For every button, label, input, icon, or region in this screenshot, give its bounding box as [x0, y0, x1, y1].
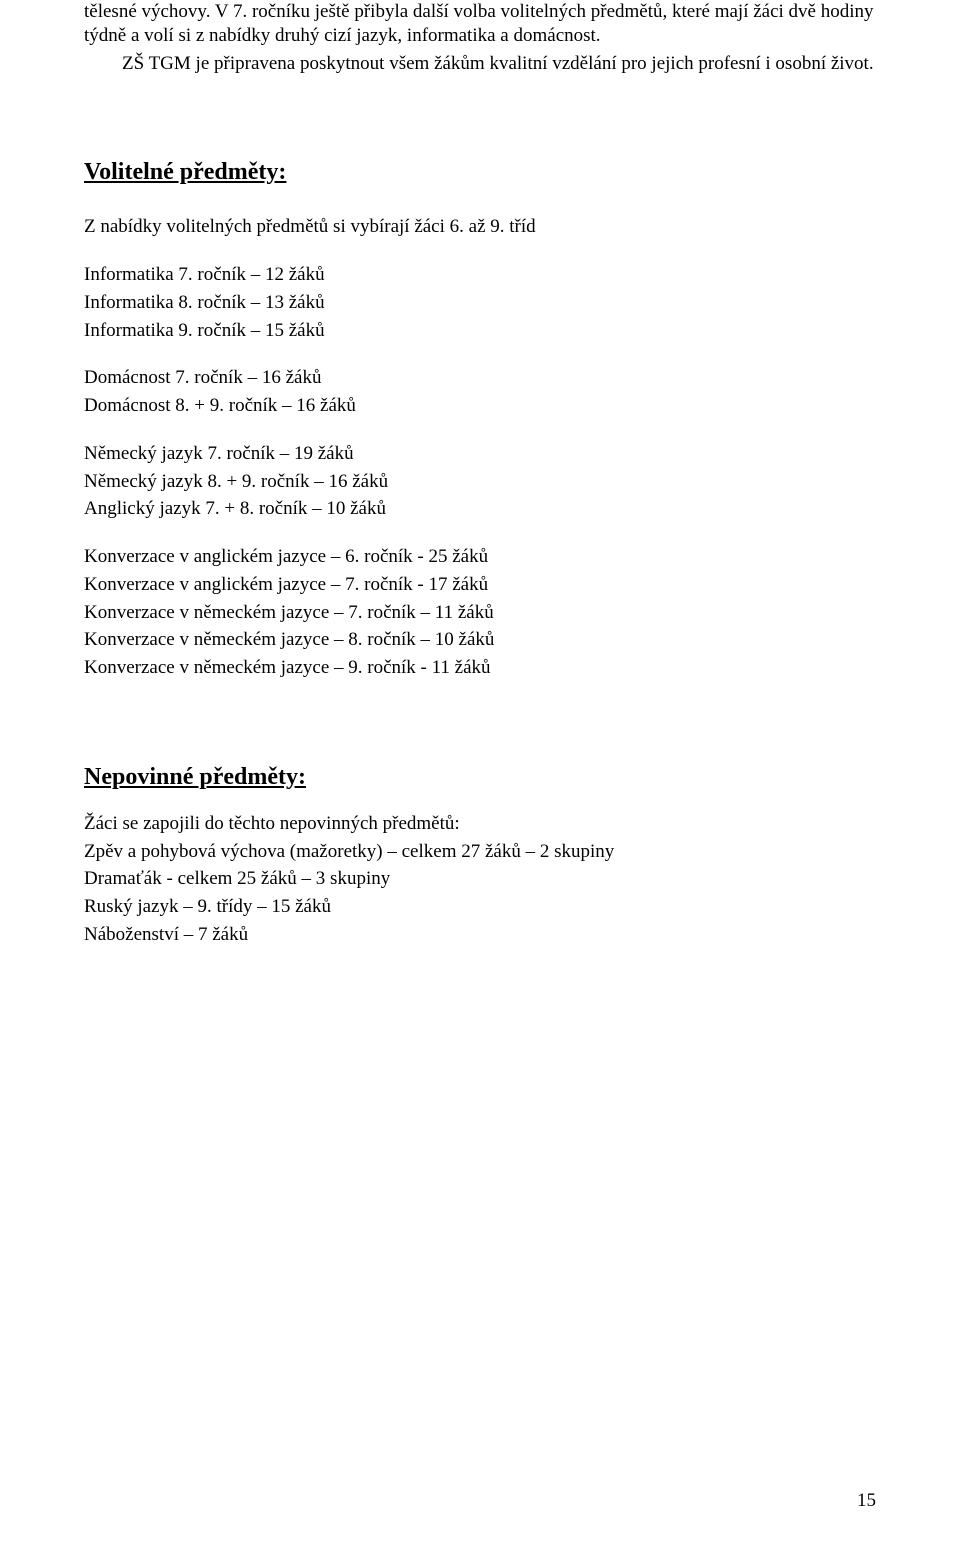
spacer: [84, 346, 876, 366]
spacer: [84, 684, 876, 762]
domacnost-line: Domácnost 8. + 9. ročník – 16 žáků: [84, 394, 876, 418]
spacer: [84, 243, 876, 263]
konverzace-line: Konverzace v anglickém jazyce – 6. roční…: [84, 545, 876, 569]
spacer: [84, 187, 876, 215]
informatika-line: Informatika 7. ročník – 12 žáků: [84, 263, 876, 287]
konverzace-line: Konverzace v anglickém jazyce – 7. roční…: [84, 573, 876, 597]
nepovinne-line: Zpěv a pohybová výchova (mažoretky) – ce…: [84, 840, 876, 864]
heading-volitelne: Volitelné předměty:: [84, 157, 876, 187]
domacnost-line: Domácnost 7. ročník – 16 žáků: [84, 366, 876, 390]
konverzace-line: Konverzace v německém jazyce – 8. ročník…: [84, 628, 876, 652]
nepovinne-line: Dramaťák - celkem 25 žáků – 3 skupiny: [84, 867, 876, 891]
volitelne-sub: Z nabídky volitelných předmětů si vybíra…: [84, 215, 876, 239]
intro-paragraph-2: ZŠ TGM je připravena poskytnout všem žák…: [84, 52, 876, 76]
spacer: [84, 792, 876, 812]
page: tělesné výchovy. V 7. ročníku ještě přib…: [0, 0, 960, 1543]
informatika-line: Informatika 8. ročník – 13 žáků: [84, 291, 876, 315]
konverzace-line: Konverzace v německém jazyce – 9. ročník…: [84, 656, 876, 680]
intro-paragraph-1: tělesné výchovy. V 7. ročníku ještě přib…: [84, 0, 876, 48]
jazyk-line: Anglický jazyk 7. + 8. ročník – 10 žáků: [84, 497, 876, 521]
nepovinne-line: Ruský jazyk – 9. třídy – 15 žáků: [84, 895, 876, 919]
nepovinne-sub: Žáci se zapojili do těchto nepovinných p…: [84, 812, 876, 836]
jazyk-line: Německý jazyk 7. ročník – 19 žáků: [84, 442, 876, 466]
page-number: 15: [857, 1489, 876, 1513]
heading-nepovinne: Nepovinné předměty:: [84, 762, 876, 792]
jazyk-line: Německý jazyk 8. + 9. ročník – 16 žáků: [84, 470, 876, 494]
konverzace-line: Konverzace v německém jazyce – 7. ročník…: [84, 601, 876, 625]
nepovinne-line: Náboženství – 7 žáků: [84, 923, 876, 947]
spacer: [84, 422, 876, 442]
spacer: [84, 79, 876, 157]
spacer: [84, 525, 876, 545]
informatika-line: Informatika 9. ročník – 15 žáků: [84, 319, 876, 343]
